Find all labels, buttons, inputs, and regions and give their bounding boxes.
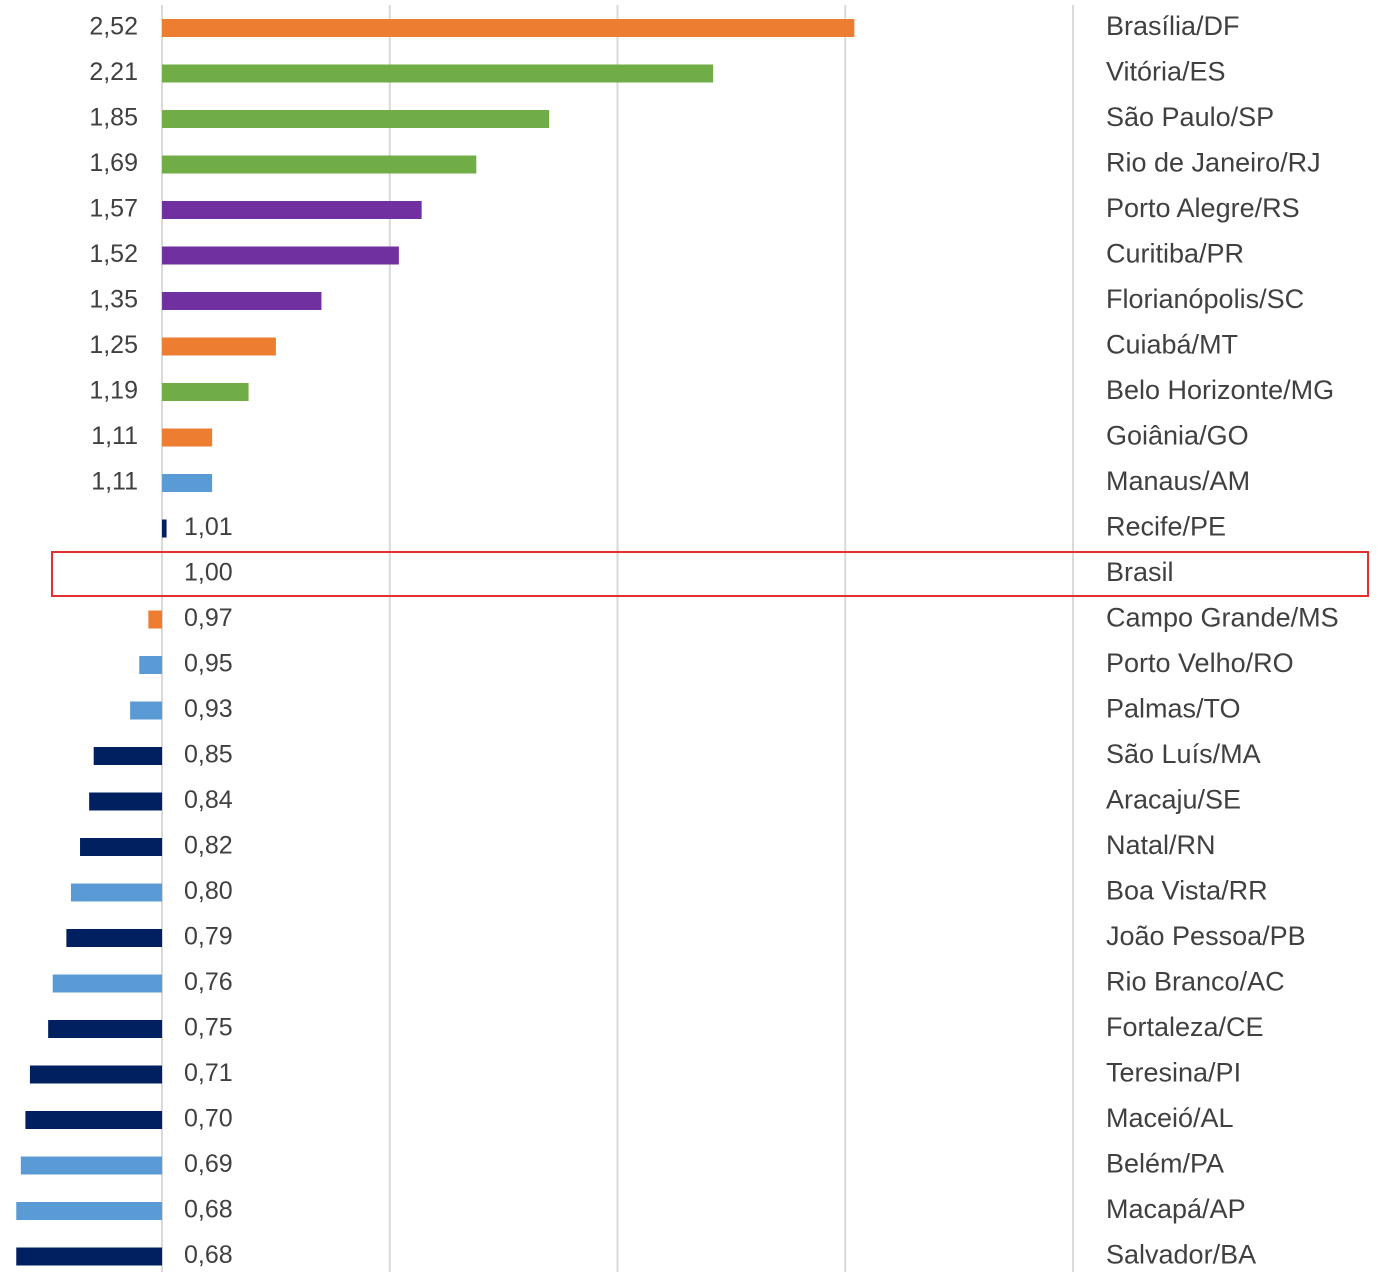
- highlight-box: [51, 551, 1369, 597]
- value-label: 0,95: [184, 650, 233, 678]
- category-label: Porto Alegre/RS: [1106, 193, 1300, 223]
- category-label: Porto Velho/RO: [1106, 648, 1294, 678]
- bar: [52, 974, 163, 993]
- bar: [162, 19, 855, 37]
- value-label: 0,80: [184, 877, 233, 905]
- category-label: São Paulo/SP: [1106, 102, 1274, 132]
- bar: [139, 656, 163, 674]
- category-label: Teresina/PI: [1106, 1058, 1241, 1088]
- bar: [148, 610, 163, 629]
- category-label: Cuiabá/MT: [1106, 330, 1238, 360]
- category-label: Salvador/BA: [1106, 1240, 1256, 1270]
- value-label: 0,75: [184, 1014, 233, 1042]
- bar: [16, 1247, 163, 1266]
- bar: [16, 1202, 163, 1220]
- category-label: João Pessoa/PB: [1106, 921, 1306, 951]
- category-label: Boa Vista/RR: [1106, 876, 1268, 906]
- value-label: 1,85: [89, 104, 138, 132]
- bar: [25, 1111, 163, 1129]
- bar: [162, 337, 276, 356]
- bar: [162, 292, 322, 310]
- bar: [80, 838, 163, 856]
- category-label: Goiânia/GO: [1106, 421, 1249, 451]
- category-label: Recife/PE: [1106, 512, 1226, 542]
- bar: [93, 747, 163, 765]
- value-label: 0,68: [184, 1241, 233, 1269]
- value-label: 1,69: [89, 149, 138, 177]
- value-label: 1,11: [91, 468, 138, 496]
- category-label: Brasília/DF: [1106, 11, 1240, 41]
- category-label: Florianópolis/SC: [1106, 284, 1304, 314]
- category-label: Natal/RN: [1106, 830, 1216, 860]
- value-label: 1,57: [89, 195, 138, 223]
- category-label: São Luís/MA: [1106, 739, 1261, 769]
- value-label: 0,71: [184, 1059, 233, 1087]
- category-label: Belo Horizonte/MG: [1106, 375, 1334, 405]
- bar: [29, 1065, 163, 1084]
- bar: [20, 1156, 163, 1175]
- value-label: 1,25: [89, 331, 138, 359]
- value-label: 0,68: [184, 1196, 233, 1224]
- category-label: Fortaleza/CE: [1106, 1012, 1264, 1042]
- value-label: 0,97: [184, 604, 233, 632]
- bar: [130, 701, 163, 720]
- value-label: 0,70: [184, 1105, 233, 1133]
- bar: [162, 155, 477, 174]
- value-label: 1,11: [91, 422, 138, 450]
- value-label: 1,19: [89, 377, 138, 405]
- bar: [162, 474, 213, 492]
- value-label: 0,85: [184, 741, 233, 769]
- category-label: Vitória/ES: [1106, 57, 1226, 87]
- value-label: 0,79: [184, 923, 233, 951]
- bar: [162, 383, 249, 401]
- bar: [48, 1020, 163, 1038]
- bar: [89, 792, 163, 811]
- value-label: 0,84: [184, 786, 233, 814]
- category-label: Rio de Janeiro/RJ: [1106, 148, 1321, 178]
- category-label: Manaus/AM: [1106, 466, 1250, 496]
- value-label: 0,69: [184, 1150, 233, 1178]
- value-label: 0,76: [184, 968, 233, 996]
- bar: [66, 929, 163, 947]
- category-label: Macapá/AP: [1106, 1194, 1246, 1224]
- bar: [162, 246, 399, 265]
- bar: [162, 64, 714, 83]
- value-label: 2,21: [89, 58, 138, 86]
- value-label: 1,52: [89, 240, 138, 268]
- value-label: 0,82: [184, 832, 233, 860]
- value-label: 1,01: [184, 513, 233, 541]
- value-label: 0,93: [184, 695, 233, 723]
- bar: [162, 201, 422, 219]
- value-label: 1,00: [184, 559, 233, 587]
- category-label: Rio Branco/AC: [1106, 967, 1285, 997]
- category-label: Maceió/AL: [1106, 1103, 1234, 1133]
- category-label: Curitiba/PR: [1106, 239, 1244, 269]
- bar: [162, 428, 213, 447]
- category-label: Brasil: [1106, 557, 1174, 587]
- value-label: 1,35: [89, 286, 138, 314]
- category-label: Palmas/TO: [1106, 694, 1241, 724]
- bar: [70, 883, 163, 902]
- category-label: Aracaju/SE: [1106, 785, 1241, 815]
- category-label: Campo Grande/MS: [1106, 603, 1339, 633]
- bar: [162, 519, 167, 538]
- category-label: Belém/PA: [1106, 1149, 1224, 1179]
- bar: [162, 110, 550, 128]
- value-label: 2,52: [89, 13, 138, 41]
